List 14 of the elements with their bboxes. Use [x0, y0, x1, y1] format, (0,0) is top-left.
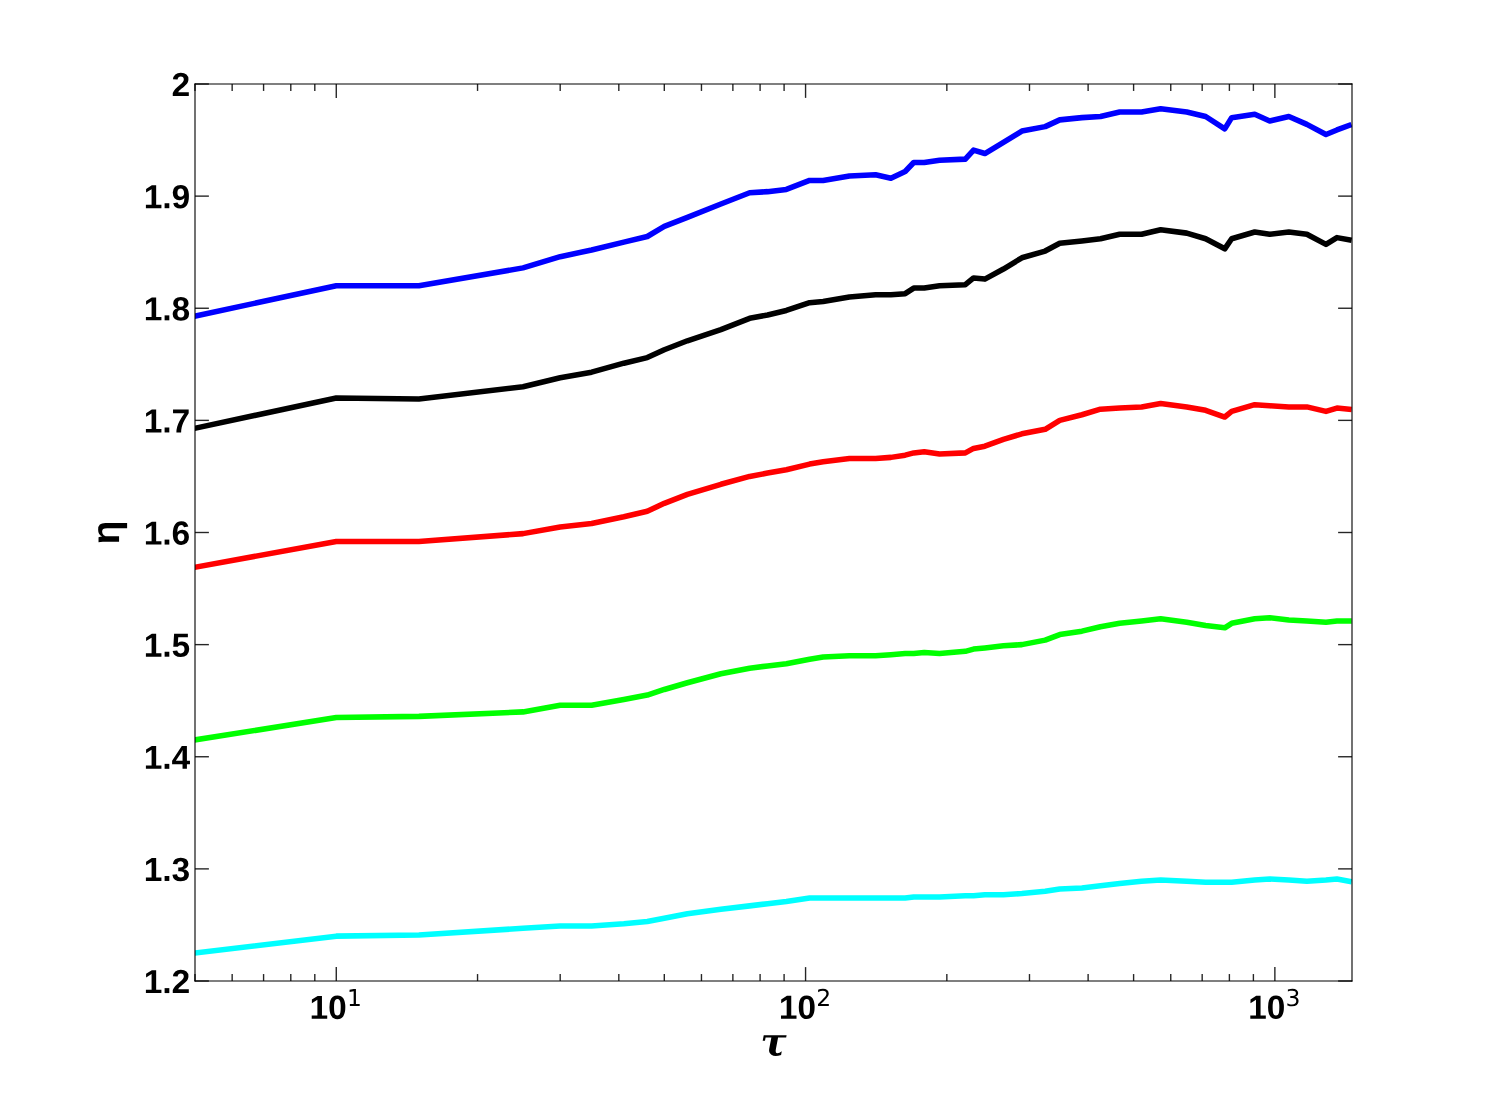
y-axis-title: η [98, 523, 128, 543]
y-tick-label: 1.8 [145, 297, 190, 321]
y-tick-label: 1.2 [145, 969, 189, 994]
y-tick-label: 2 [172, 72, 189, 97]
y-tick-label: 1.3 [145, 857, 189, 882]
y-tick-label: 1.5 [145, 633, 190, 658]
y-tick-label: 1.4 [145, 745, 190, 769]
y-tick-label: 1.6 [145, 521, 189, 545]
x-tick-label: 10$^{2}$ [781, 988, 829, 1020]
x-tick-label: 10$^{3}$ [1250, 988, 1299, 1020]
x-axis-title: τ [762, 1035, 787, 1056]
y-tick-label: 1.7 [145, 409, 189, 433]
x-tick-label: 10$^{1}$ [311, 989, 360, 1020]
y-tick-label: 1.9 [145, 184, 189, 209]
